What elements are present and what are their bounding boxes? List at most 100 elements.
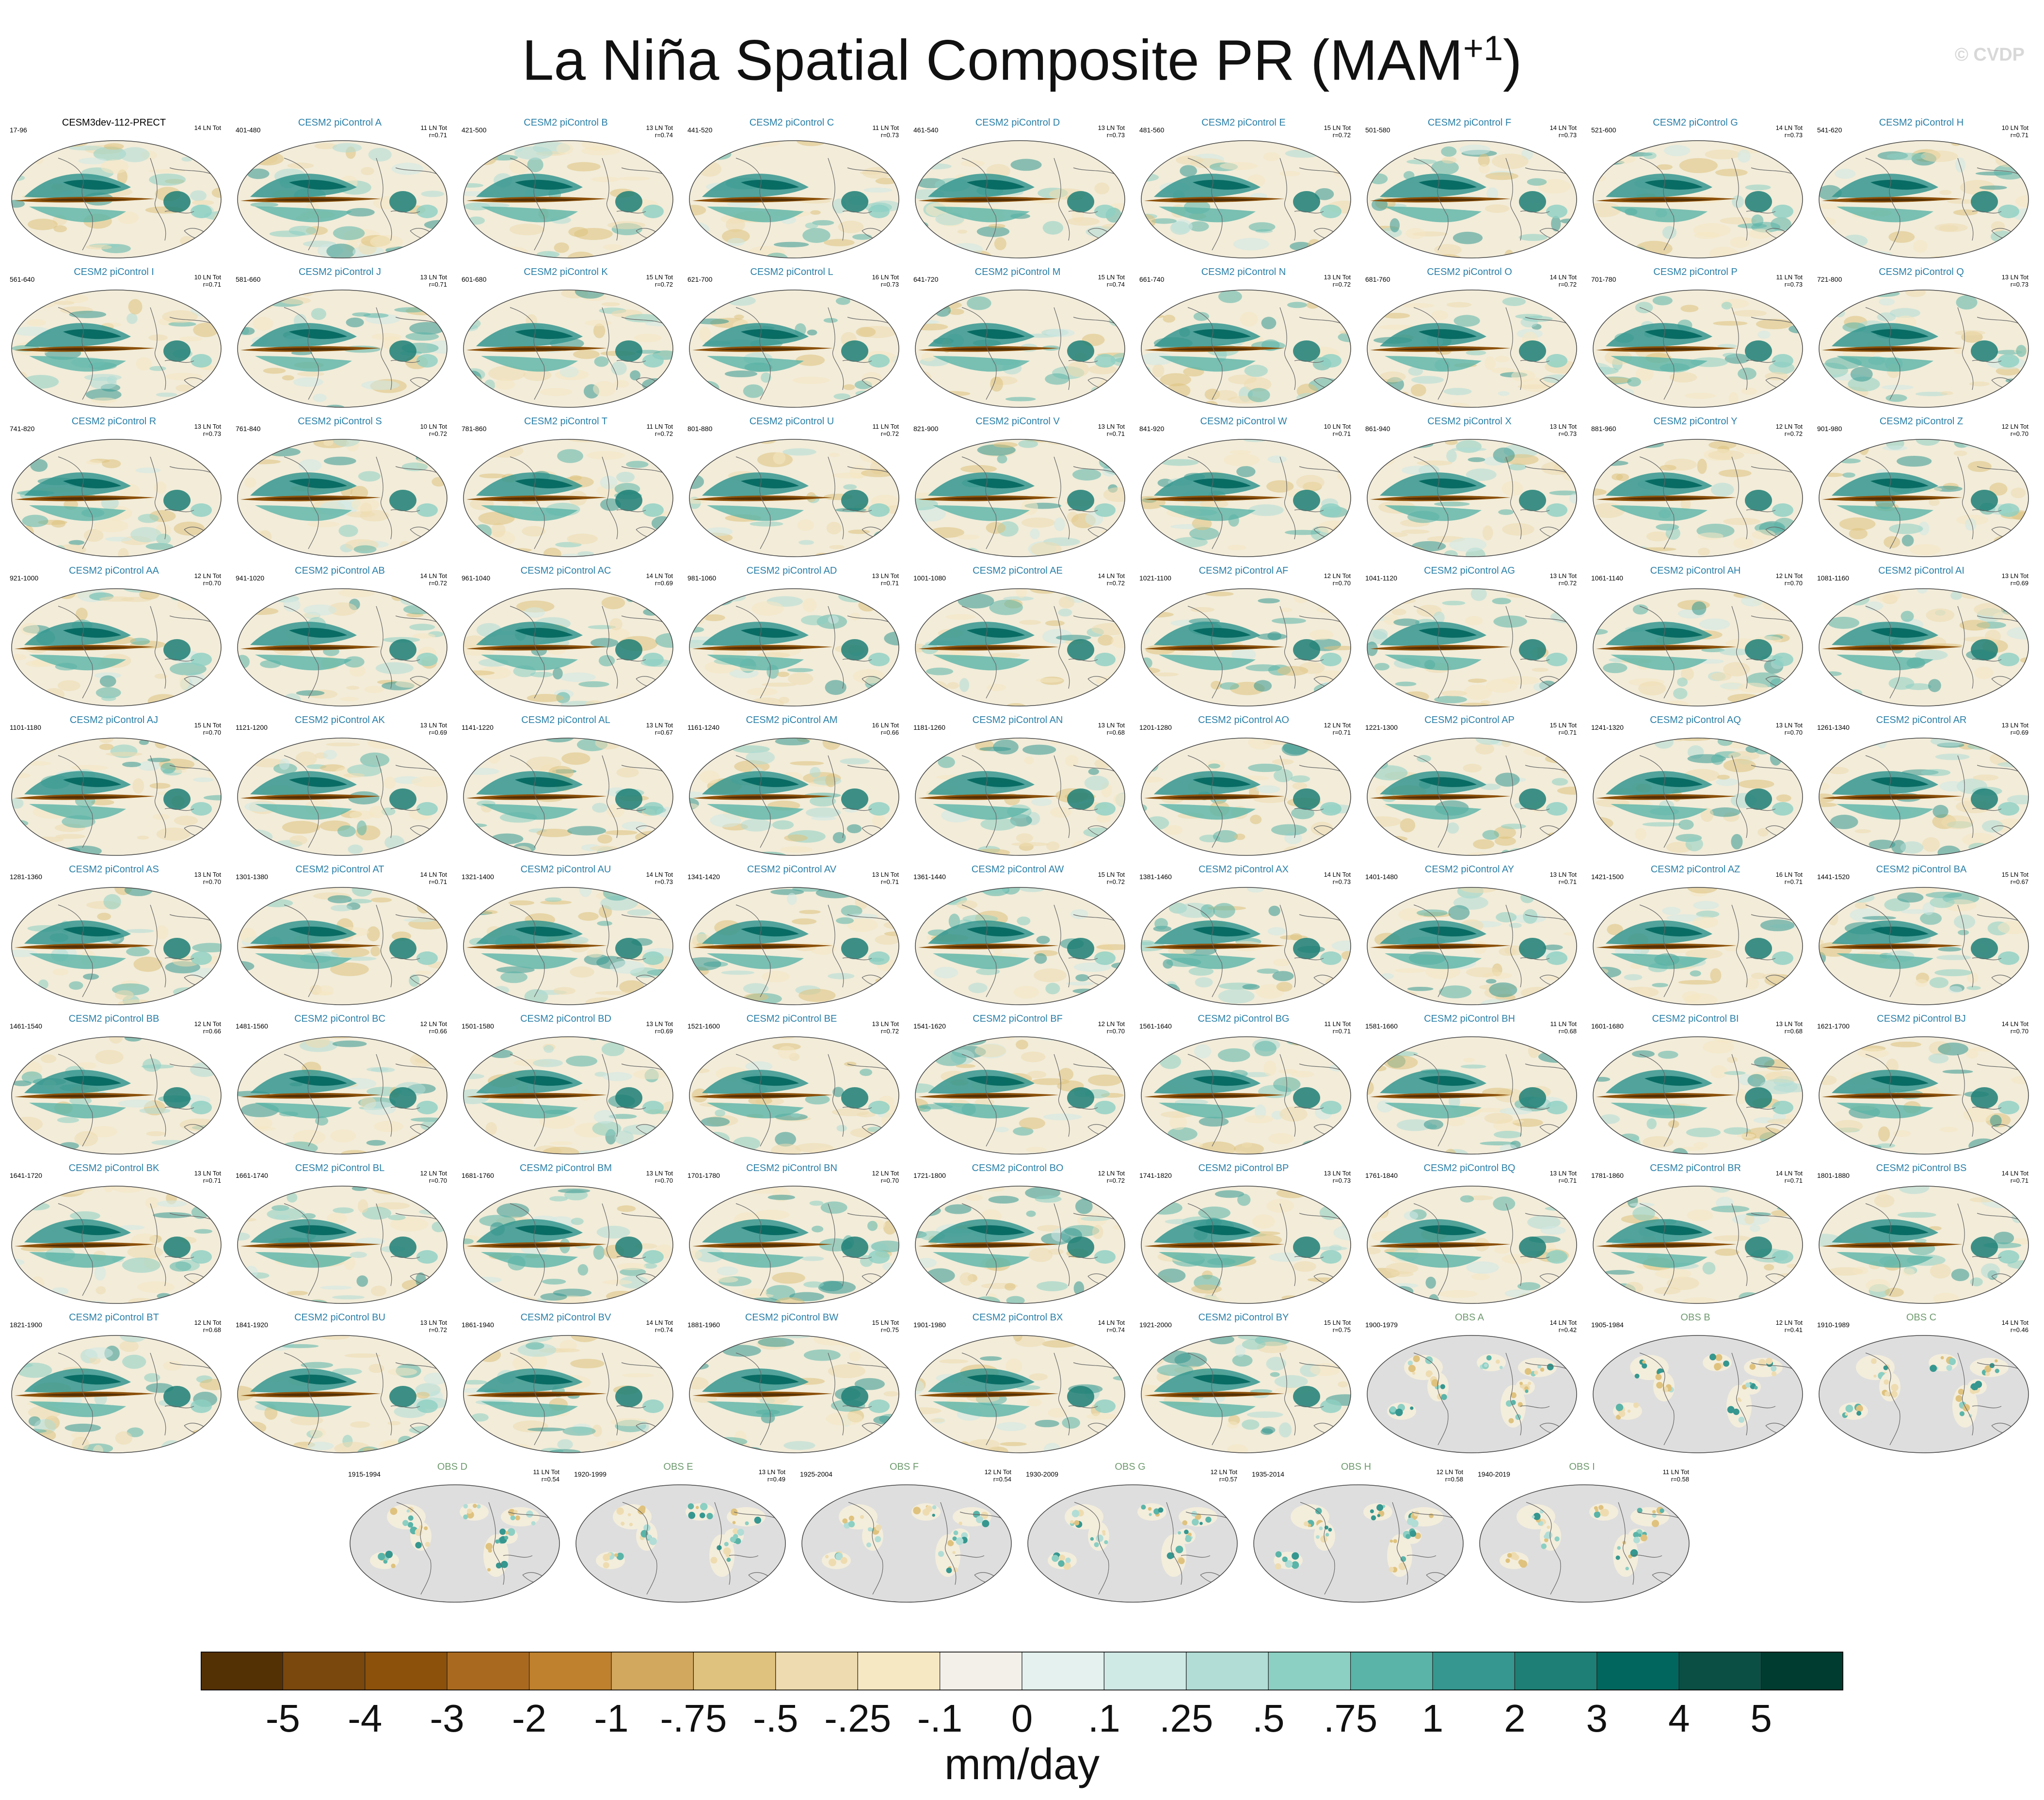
panel-year-range: 1920-1999 <box>574 1470 607 1478</box>
map-panel: OBS E 1920-1999 13 LN Tot r=0.49 <box>569 1461 787 1606</box>
map-field <box>915 1037 1125 1154</box>
panel-ln-total: 13 LN Tot <box>1549 871 1577 878</box>
map-plot <box>1141 887 1351 1005</box>
panel-stats: 11 LN Tot r=0.68 <box>1550 1020 1577 1035</box>
panel-ln-total: 12 LN Tot <box>1436 1468 1463 1476</box>
panel-pattern-correlation: r=0.70 <box>1784 729 1803 736</box>
map-field <box>1141 589 1351 706</box>
panel-pattern-correlation: r=0.71 <box>1558 1177 1577 1184</box>
map-field <box>1819 141 2028 258</box>
panel-stats: 12 LN Tot r=0.41 <box>1776 1319 1803 1334</box>
colorbar-swatch <box>939 1652 1022 1690</box>
panel-ln-total: 13 LN Tot <box>1549 572 1577 579</box>
map-plot <box>11 140 222 258</box>
panel-stats: 12 LN Tot r=0.57 <box>1211 1468 1237 1483</box>
panel-ln-total: 14 LN Tot <box>1324 871 1351 878</box>
panel-ln-total: 13 LN Tot <box>872 1020 899 1028</box>
map-plot <box>1141 1186 1351 1304</box>
panel-stats: 11 LN Tot r=0.54 <box>533 1468 559 1483</box>
panel-year-range: 1721-1800 <box>913 1172 946 1179</box>
map-panel: CESM2 piControl AX 1381-1460 14 LN Tot r=0.… <box>1134 863 1353 1009</box>
panel-title: CESM2 piControl R <box>71 416 157 427</box>
panel-ln-total: 13 LN Tot <box>646 124 673 131</box>
map-panel: CESM2 piControl BK 1641-1720 13 LN Tot r=0.… <box>5 1162 223 1307</box>
map-panel: CESM2 piControl C 441-520 11 LN Tot r=0.73 <box>683 116 901 262</box>
map-plot <box>1593 738 1803 856</box>
map-panel: CESM2 piControl E 481-560 15 LN Tot r=0.72 <box>1134 116 1353 262</box>
map-field <box>1593 738 1803 855</box>
map-panel: CESM2 piControl BE 1521-1600 13 LN Tot r=0.… <box>683 1012 901 1158</box>
map-plot <box>689 439 899 557</box>
panel-title: OBS G <box>1115 1462 1146 1472</box>
panel-pattern-correlation: r=0.73 <box>1332 878 1351 885</box>
panel-year-range: 1261-1340 <box>1817 723 1850 731</box>
panel-title: CESM2 piControl BB <box>68 1013 160 1024</box>
colorbar-tick-label: .5 <box>1252 1697 1285 1740</box>
panel-year-range: 1101-1180 <box>10 723 41 731</box>
map-plot <box>1367 140 1577 258</box>
panel-title: CESM2 piControl AU <box>520 864 611 875</box>
panel-stats: 15 LN Tot r=0.72 <box>1098 871 1125 885</box>
panel-title: CESM2 piControl Y <box>1653 416 1738 427</box>
panel-stats: 15 LN Tot r=0.74 <box>1098 273 1125 288</box>
map-panel: CESM2 piControl BT 1821-1900 12 LN Tot r=0.… <box>5 1311 223 1457</box>
panel-title: OBS F <box>889 1462 919 1472</box>
panel-year-range: 1481-1560 <box>236 1022 268 1030</box>
panel-ln-total: 13 LN Tot <box>1098 124 1125 131</box>
map-field <box>1819 1186 2028 1303</box>
panel-stats: 12 LN Tot r=0.54 <box>985 1468 1011 1483</box>
colorbar-tick-label: -.1 <box>917 1697 963 1740</box>
panel-stats: 15 LN Tot r=0.72 <box>646 273 673 288</box>
panel-title: CESM2 piControl H <box>1879 117 1964 128</box>
map-panel: CESM2 piControl Z 901-980 12 LN Tot r=0.70 <box>1812 415 2030 561</box>
panel-pattern-correlation: r=0.58 <box>1445 1476 1463 1483</box>
map-field <box>802 1485 1011 1602</box>
coastlines <box>961 755 1122 848</box>
panel-pattern-correlation: r=0.72 <box>1106 878 1125 885</box>
map-plot <box>11 439 222 557</box>
panel-title: CESM2 piControl AP <box>1424 715 1515 725</box>
map-panel: CESM2 piControl AA 921-1000 12 LN Tot r=0.7… <box>5 564 223 710</box>
map-panel: CESM2 piControl AT 1301-1380 14 LN Tot r=0.… <box>231 863 449 1009</box>
panel-year-range: 1301-1380 <box>236 873 268 881</box>
colorbar-tick-label: -5 <box>265 1697 300 1740</box>
panel-ln-total: 13 LN Tot <box>646 1020 673 1028</box>
credit-label: © CVDP <box>1954 45 2025 65</box>
panel-title: CESM2 piControl X <box>1427 416 1512 427</box>
map-plot <box>1593 1186 1803 1304</box>
panel-pattern-correlation: r=0.73 <box>2010 281 2028 288</box>
panel-stats: 12 LN Tot r=0.70 <box>872 1170 899 1184</box>
panel-title: CESM2 piControl AL <box>521 715 610 725</box>
map-panel: CESM2 piControl BX 1901-1980 14 LN Tot r=0.… <box>909 1311 1127 1457</box>
map-panel: CESM2 piControl G 521-600 14 LN Tot r=0.73 <box>1586 116 1804 262</box>
panel-pattern-correlation: r=0.69 <box>2010 579 2028 587</box>
panel-stats: 13 LN Tot r=0.71 <box>1550 1170 1577 1184</box>
colorbar-tick-label: -1 <box>594 1697 629 1740</box>
map-field <box>1367 439 1577 557</box>
map-panel: CESM2 piControl BP 1741-1820 13 LN Tot r=0.… <box>1134 1162 1353 1307</box>
panel-stats: 11 LN Tot r=0.71 <box>1325 1020 1351 1035</box>
panel-pattern-correlation: r=0.70 <box>1106 1028 1125 1035</box>
panel-title: CESM2 piControl T <box>524 416 607 427</box>
panel-title: CESM2 piControl AA <box>69 565 159 576</box>
panel-ln-total: 11 LN Tot <box>872 124 899 131</box>
panel-stats: 11 LN Tot r=0.72 <box>873 423 899 437</box>
map-field <box>1141 290 1351 407</box>
map-field <box>238 290 447 407</box>
map-plot <box>237 588 447 707</box>
map-panel: CESM2 piControl Q 721-800 13 LN Tot r=0.73 <box>1812 266 2030 411</box>
panel-year-range: 1900-1979 <box>1365 1321 1398 1329</box>
map-field <box>1141 141 1351 258</box>
map-plot <box>689 1036 899 1155</box>
panel-year-range: 1935-2014 <box>1252 1470 1284 1478</box>
panel-ln-total: 13 LN Tot <box>1324 1170 1351 1177</box>
panel-stats: 10 LN Tot r=0.71 <box>2002 124 2028 139</box>
panel-pattern-correlation: r=0.71 <box>1332 1028 1351 1035</box>
map-plot <box>915 289 1125 408</box>
panel-stats: 14 LN Tot r=0.72 <box>420 572 447 587</box>
panel-year-range: 1781-1860 <box>1591 1172 1624 1179</box>
panel-pattern-correlation: r=0.72 <box>880 1028 899 1035</box>
map-panel: CESM2 piControl AE 1001-1080 14 LN Tot r=0.… <box>909 564 1127 710</box>
panel-stats: 13 LN Tot r=0.71 <box>872 871 899 885</box>
panel-stats: 13 LN Tot r=0.70 <box>1776 722 1803 736</box>
